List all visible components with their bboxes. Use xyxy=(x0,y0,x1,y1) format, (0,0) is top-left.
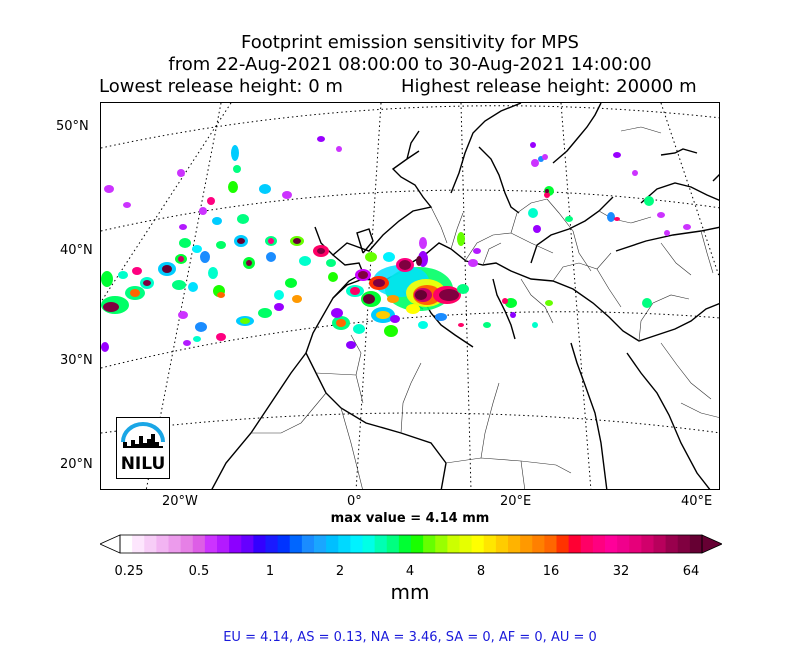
colorbar-cell xyxy=(350,535,364,553)
colorbar-tick-3: 2 xyxy=(335,564,345,579)
colorbar-cell xyxy=(508,535,521,553)
colorbar-cell xyxy=(253,535,267,553)
colorbar-cell xyxy=(435,535,448,553)
colorbar-cell xyxy=(617,535,630,553)
colorbar-cell xyxy=(459,535,473,553)
colorbar-cell xyxy=(192,535,206,553)
colorbar-cell xyxy=(629,535,642,553)
colorbar-cell xyxy=(411,535,424,553)
lon-label-40e: 40°E xyxy=(681,494,713,509)
colorbar-low-arrow xyxy=(100,534,121,554)
colorbar-cell xyxy=(398,535,412,553)
colorbar-cell xyxy=(362,535,376,553)
colorbar-cell xyxy=(265,535,279,553)
colorbar-tick-4: 4 xyxy=(405,564,415,579)
colorbar-tick-2: 1 xyxy=(265,564,275,579)
lat-label-30n: 30°N xyxy=(60,353,93,368)
lat-label-40n: 40°N xyxy=(60,243,93,258)
lon-label-0: 0° xyxy=(347,494,362,509)
colorbar-cell xyxy=(592,535,606,553)
colorbar-cell xyxy=(301,535,315,553)
colorbar-cell xyxy=(374,535,388,553)
colorbar-cell xyxy=(338,535,351,553)
colorbar-cell xyxy=(689,535,703,553)
lowest-release-height: Lowest release height: 0 m xyxy=(99,76,343,97)
lat-label-20n: 20°N xyxy=(60,457,93,472)
colorbar-cell xyxy=(520,535,533,553)
colorbar-cell xyxy=(144,535,157,553)
colorbar-cell xyxy=(471,535,485,553)
colorbar-cell xyxy=(326,535,339,553)
colorbar-high-arrow xyxy=(701,534,722,554)
colorbar-cell xyxy=(544,535,558,553)
map-svg xyxy=(101,103,719,489)
colorbar-cell xyxy=(641,535,655,553)
lat-label-50n: 50°N xyxy=(56,119,89,134)
colorbar-unit: mm xyxy=(390,580,430,604)
lon-label-20w: 20°W xyxy=(162,494,198,509)
colorbar-cell xyxy=(483,535,497,553)
colorbar-tick-8: 64 xyxy=(682,564,700,579)
title-line-2: from 22-Aug-2021 08:00:00 to 30-Aug-2021… xyxy=(168,54,652,75)
colorbar-tick-5: 8 xyxy=(476,564,486,579)
colorbar xyxy=(100,534,722,554)
colorbar-cell xyxy=(386,535,400,553)
colorbar-tick-6: 16 xyxy=(542,564,560,579)
colorbar-cell xyxy=(241,535,254,553)
colorbar-cell xyxy=(423,535,436,553)
colorbar-cell xyxy=(532,535,545,553)
colorbar-frame xyxy=(119,534,703,554)
nilu-logo-graphic xyxy=(121,422,165,448)
map-panel xyxy=(100,102,720,490)
colorbar-cell xyxy=(120,535,133,553)
footprint-blobs xyxy=(101,136,691,352)
colorbar-cell xyxy=(665,535,679,553)
coastlines xyxy=(211,103,719,489)
colorbar-cell xyxy=(217,535,230,553)
colorbar-cell xyxy=(580,535,594,553)
colorbar-cell xyxy=(605,535,618,553)
colorbar-cell xyxy=(204,535,218,553)
nilu-logo-text: NILU xyxy=(120,454,166,474)
colorbar-tick-7: 32 xyxy=(612,564,630,579)
colorbar-cell xyxy=(653,535,667,553)
lon-label-20e: 20°E xyxy=(500,494,532,509)
colorbar-cell xyxy=(132,535,145,553)
colorbar-cell xyxy=(229,535,242,553)
colorbar-cell xyxy=(277,535,291,553)
max-value-text: max value = 4.14 mm xyxy=(330,511,490,526)
title-line-3: Lowest release height: 0 m Highest relea… xyxy=(0,76,800,142)
colorbar-cell xyxy=(289,535,303,553)
colorbar-cell xyxy=(495,535,509,553)
colorbar-cell xyxy=(156,535,170,553)
colorbar-cell xyxy=(447,535,461,553)
colorbar-cell xyxy=(180,535,194,553)
country-borders xyxy=(251,126,719,489)
colorbar-cell xyxy=(168,535,182,553)
colorbar-cell xyxy=(677,535,691,553)
colorbar-tick-1: 0.5 xyxy=(188,564,210,579)
region-stats: EU = 4.14, AS = 0.13, NA = 3.46, SA = 0,… xyxy=(223,630,597,645)
title-line-1: Footprint emission sensitivity for MPS xyxy=(241,32,579,53)
colorbar-cell xyxy=(568,535,582,553)
colorbar-cell xyxy=(556,535,570,553)
nilu-logo: NILU xyxy=(116,417,170,479)
colorbar-cells xyxy=(120,535,703,553)
colorbar-tick-0: 0.25 xyxy=(114,564,144,579)
colorbar-cell xyxy=(314,535,327,553)
highest-release-height: Highest release height: 20000 m xyxy=(401,76,697,97)
